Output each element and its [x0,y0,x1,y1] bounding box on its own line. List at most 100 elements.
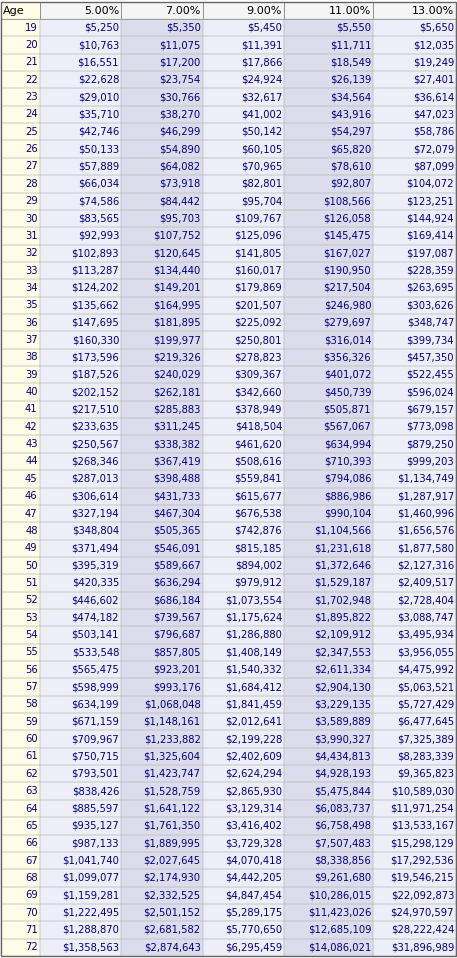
Bar [121,574,202,592]
Bar [1,280,40,297]
Text: 59: 59 [25,717,37,727]
Text: $125,096: $125,096 [234,231,282,240]
Bar [40,297,121,314]
Text: $4,847,454: $4,847,454 [225,890,282,901]
Text: Age: Age [3,6,25,15]
Text: $338,382: $338,382 [153,439,201,449]
Text: $102,893: $102,893 [72,248,119,259]
Bar [284,592,373,609]
Bar [40,627,121,644]
Text: $671,159: $671,159 [71,717,119,727]
Text: $739,567: $739,567 [153,612,201,623]
Bar [121,869,202,886]
Text: $65,820: $65,820 [330,144,371,154]
Text: $4,434,813: $4,434,813 [314,751,371,762]
Text: 69: 69 [25,890,37,901]
Text: $1,761,350: $1,761,350 [143,821,201,831]
Bar [373,696,456,713]
Text: $679,157: $679,157 [406,404,454,415]
Bar [40,105,121,124]
Text: $1,073,554: $1,073,554 [225,595,282,605]
Bar [202,2,284,19]
Text: $141,805: $141,805 [234,248,282,259]
Text: $120,645: $120,645 [153,248,201,259]
Bar [40,539,121,557]
Bar [1,19,40,36]
Text: $30,766: $30,766 [159,92,201,103]
Text: $7,507,483: $7,507,483 [314,838,371,848]
Bar [202,627,284,644]
Text: $24,970,597: $24,970,597 [390,907,454,918]
Text: $311,245: $311,245 [153,422,201,432]
Text: $2,874,643: $2,874,643 [143,943,201,952]
Bar [202,105,284,124]
Bar [1,349,40,366]
Bar [121,627,202,644]
Text: $1,159,281: $1,159,281 [62,890,119,901]
Bar [373,574,456,592]
Bar [202,922,284,939]
Text: $885,597: $885,597 [71,804,119,813]
Bar [121,800,202,817]
Text: $2,199,228: $2,199,228 [225,734,282,744]
Text: $5,650: $5,650 [419,23,454,33]
Bar [40,331,121,349]
Text: $173,596: $173,596 [71,353,119,362]
Text: 43: 43 [25,439,37,449]
Text: $2,109,912: $2,109,912 [314,630,371,640]
Bar [373,349,456,366]
Text: $979,912: $979,912 [234,578,282,588]
Text: $219,326: $219,326 [153,353,201,362]
Bar [202,834,284,852]
Bar [121,244,202,262]
Text: $262,181: $262,181 [153,387,201,397]
Bar [373,678,456,696]
Text: $15,298,129: $15,298,129 [390,838,454,848]
Text: $66,034: $66,034 [78,179,119,189]
Text: $309,367: $309,367 [234,370,282,379]
Bar [1,488,40,505]
Bar [373,886,456,904]
Text: 26: 26 [25,144,37,154]
Bar [121,852,202,869]
Text: $135,662: $135,662 [71,300,119,310]
Bar [40,36,121,54]
Text: $371,494: $371,494 [72,543,119,553]
Bar [1,297,40,314]
Text: $2,624,294: $2,624,294 [225,769,282,779]
Text: $2,332,525: $2,332,525 [143,890,201,901]
Bar [202,141,284,158]
Bar [202,730,284,748]
Text: $5,350: $5,350 [166,23,201,33]
Bar [284,713,373,730]
Text: 58: 58 [25,699,37,709]
Text: $857,805: $857,805 [153,648,201,657]
Text: $1,233,882: $1,233,882 [143,734,201,744]
Text: $217,504: $217,504 [324,283,371,293]
Bar [40,939,121,956]
Text: $164,995: $164,995 [153,300,201,310]
Bar [373,175,456,193]
Text: $26,139: $26,139 [330,75,371,84]
Bar [121,262,202,280]
Bar [1,314,40,331]
Bar [202,505,284,522]
Text: $5,475,844: $5,475,844 [314,787,371,796]
Bar [202,193,284,210]
Bar [373,210,456,227]
Bar [284,886,373,904]
Bar [202,644,284,661]
Bar [202,88,284,105]
Bar [202,522,284,539]
Text: 9.00%: 9.00% [247,6,282,15]
Text: 5.00%: 5.00% [84,6,119,15]
Text: $316,014: $316,014 [324,335,371,345]
Bar [284,349,373,366]
Bar [373,713,456,730]
Bar [284,470,373,488]
Bar [40,713,121,730]
Text: $169,414: $169,414 [406,231,454,240]
Bar [40,71,121,88]
Bar [373,436,456,453]
Text: $6,758,498: $6,758,498 [314,821,371,831]
